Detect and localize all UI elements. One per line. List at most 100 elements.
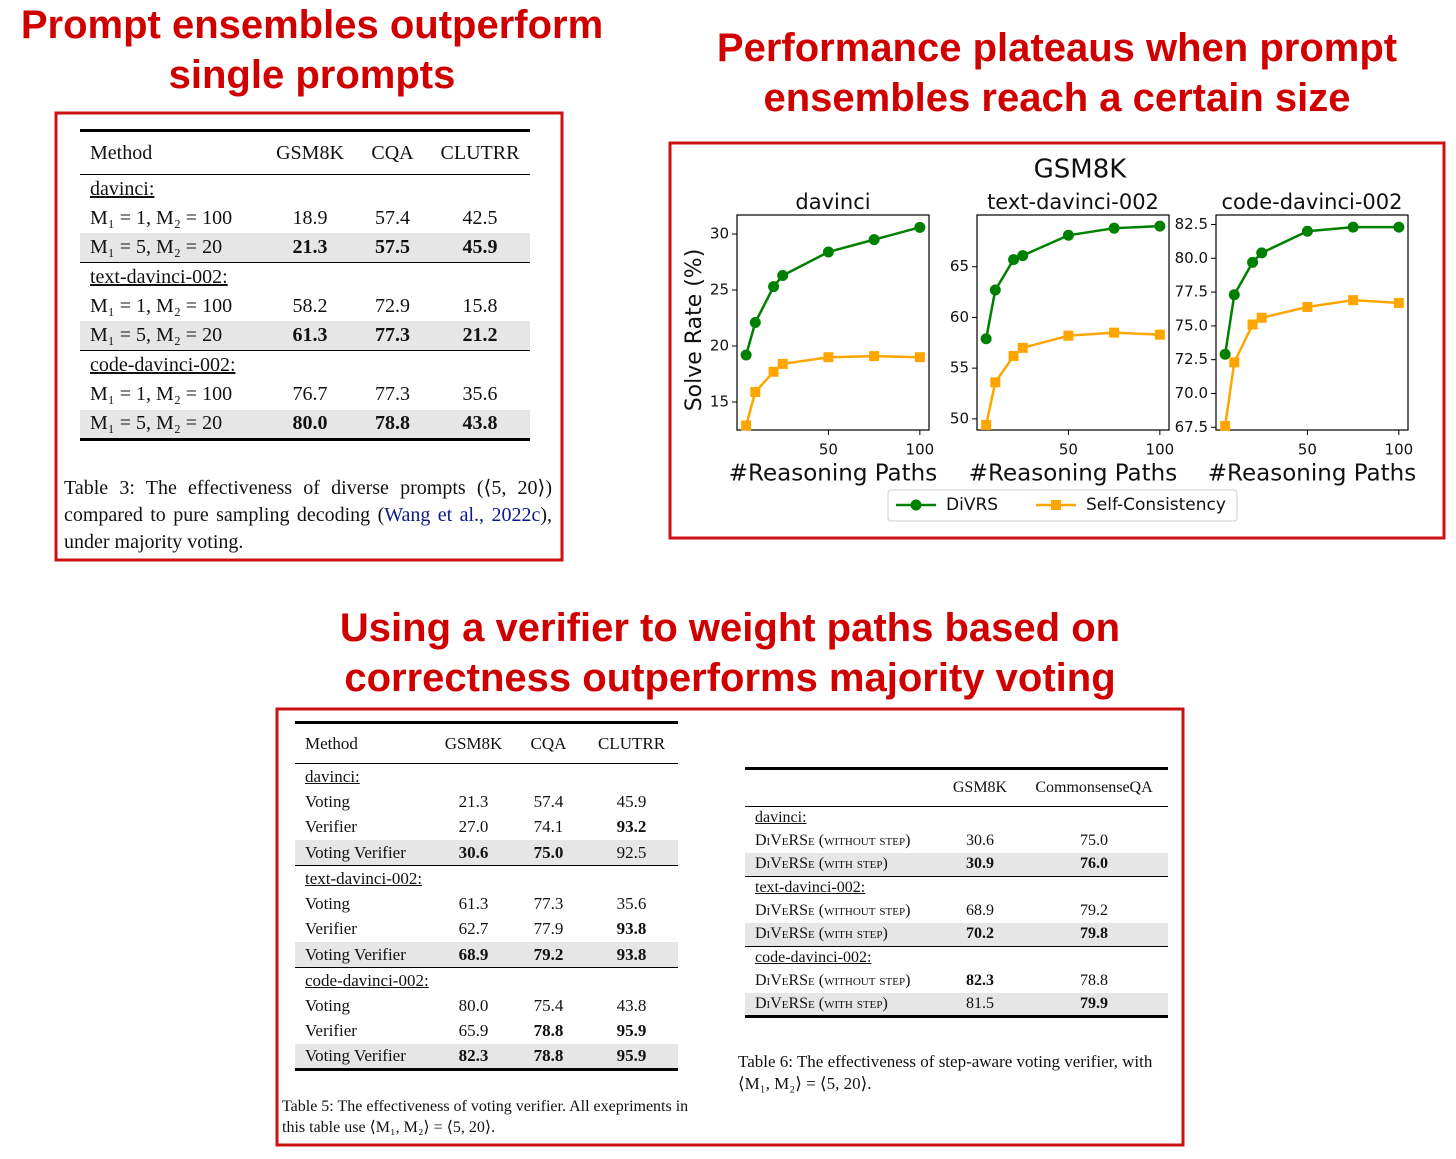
caption: Table 3: The effectiveness of diverse pr… bbox=[64, 475, 552, 556]
row: Voting Verifier 68.9 79.2 93.8 bbox=[295, 942, 678, 968]
method-cell: M₁ = 1, M₂ = 100 bbox=[90, 383, 233, 406]
group-cell: code-davinci-002: bbox=[80, 350, 530, 381]
caption-text: ), under majority voting. bbox=[64, 504, 552, 553]
method-cell: DiVeRSe (with step) bbox=[745, 853, 940, 877]
row: M₁ = 1, M₂ = 100 76.7 77.3 35.6 bbox=[80, 380, 530, 409]
x-axis-label: #Reasoning Paths bbox=[969, 461, 1177, 487]
value-cell: 79.8 bbox=[1020, 922, 1168, 947]
group-name: text-davinci-002: bbox=[305, 868, 423, 888]
method-cell: Voting bbox=[305, 893, 351, 913]
marker bbox=[750, 386, 761, 397]
marker bbox=[1017, 342, 1028, 353]
row: Verifier 62.7 77.9 93.8 bbox=[295, 917, 678, 943]
group-name: davinci: bbox=[755, 809, 807, 827]
value-cell: 77.9 bbox=[533, 919, 564, 939]
header-row: Method GSM8K CQA CLUTRR bbox=[295, 721, 678, 764]
marker bbox=[777, 358, 788, 369]
subplot-title: text-davinci-002 bbox=[987, 190, 1159, 214]
header-row: GSM8K CommonsenseQA bbox=[745, 767, 1168, 807]
table: Method GSM8K CQA CLUTRR davinci: M₁ = 1, M₂ =… bbox=[80, 129, 530, 441]
group-row: davinci: bbox=[745, 807, 1168, 830]
value-cell: 79.9 bbox=[1020, 992, 1168, 1018]
value-cell: 65.9 bbox=[458, 1021, 489, 1041]
group-name: davinci: bbox=[90, 177, 155, 200]
group-row: code-davinci-002: bbox=[295, 967, 678, 993]
header-cell: GSM8K bbox=[940, 767, 1020, 807]
caption-text: Table 3: The effectiveness of diverse pr… bbox=[64, 477, 552, 526]
x-tick-label: 100 bbox=[1146, 441, 1175, 459]
marker bbox=[1008, 350, 1019, 361]
header-cell: GSM8K bbox=[265, 129, 355, 175]
legend-marker bbox=[910, 499, 922, 511]
row: DiVeRSe (with step) 30.9 76.0 bbox=[745, 853, 1168, 877]
marker bbox=[1302, 301, 1313, 312]
marker bbox=[777, 269, 789, 281]
marker bbox=[1348, 295, 1359, 306]
y-tick-label: 82.5 bbox=[1175, 215, 1208, 233]
group-cell: code-davinci-002: bbox=[295, 967, 678, 993]
marker bbox=[1347, 221, 1359, 233]
value-cell: 75.4 bbox=[533, 995, 564, 1015]
value-cell: 80.0 bbox=[265, 409, 355, 441]
value-cell: 78.8 bbox=[512, 1044, 585, 1071]
group-name: text-davinci-002: bbox=[90, 266, 228, 289]
series-line bbox=[984, 331, 1160, 426]
y-tick-label: 60 bbox=[950, 308, 969, 326]
marker bbox=[768, 366, 779, 377]
group-row: text-davinci-002: bbox=[80, 262, 530, 293]
row: M₁ = 5, M₂ = 20 80.0 78.8 43.8 bbox=[80, 409, 530, 441]
value-cell: 45.9 bbox=[430, 233, 530, 263]
value-cell: 79.2 bbox=[1080, 902, 1108, 920]
header-row: Method GSM8K CQA CLUTRR bbox=[80, 129, 530, 175]
group-cell: davinci: bbox=[80, 175, 530, 204]
header-cell: CQA bbox=[512, 721, 585, 764]
method-cell: Voting bbox=[305, 995, 351, 1015]
row: DiVeRSe (without step) 30.6 75.0 bbox=[745, 830, 1168, 853]
method-cell: Verifier bbox=[305, 1021, 357, 1041]
marker bbox=[1109, 327, 1120, 338]
row: DiVeRSe (with step) 81.5 79.9 bbox=[745, 992, 1168, 1018]
value-cell: 93.8 bbox=[616, 919, 647, 939]
header-cell: CQA bbox=[355, 129, 430, 175]
header-cell bbox=[745, 767, 940, 807]
marker bbox=[1256, 312, 1267, 323]
value-cell: 21.3 bbox=[265, 233, 355, 263]
row: Verifier 65.9 78.8 95.9 bbox=[295, 1019, 678, 1045]
value-cell: 95.9 bbox=[616, 1021, 647, 1041]
marker bbox=[1256, 247, 1268, 259]
value-cell: 76.7 bbox=[292, 383, 328, 406]
marker bbox=[990, 377, 1001, 388]
value-cell: 92.5 bbox=[585, 840, 678, 866]
plot-area bbox=[1215, 214, 1409, 431]
marker bbox=[980, 333, 992, 345]
value-cell: 77.3 bbox=[375, 383, 410, 406]
value-cell: 76.0 bbox=[1020, 853, 1168, 877]
heading: Performance plateaus when prompt ensembl… bbox=[660, 23, 1454, 123]
marker bbox=[741, 420, 752, 431]
value-cell: 78.8 bbox=[355, 409, 430, 441]
row: DiVeRSe (with step) 70.2 79.8 bbox=[745, 922, 1168, 947]
group-name: code-davinci-002: bbox=[755, 949, 872, 967]
marker bbox=[1301, 225, 1313, 237]
method-cell: Voting bbox=[305, 791, 351, 811]
citation: Wang et al., 2022c bbox=[384, 504, 541, 526]
value-cell: 82.3 bbox=[435, 1044, 512, 1071]
row: Voting Verifier 30.6 75.0 92.5 bbox=[295, 840, 678, 866]
value-cell: 82.3 bbox=[966, 972, 994, 990]
group-row: code-davinci-002: bbox=[745, 945, 1168, 970]
row: M₁ = 1, M₂ = 100 18.9 57.4 42.5 bbox=[80, 204, 530, 233]
value-cell: 81.5 bbox=[940, 992, 1020, 1018]
group-cell: text-davinci-002: bbox=[295, 865, 678, 891]
value-cell: 27.0 bbox=[458, 817, 489, 837]
y-tick-label: 65 bbox=[950, 257, 969, 275]
series-line bbox=[744, 354, 920, 426]
value-cell: 78.8 bbox=[533, 1021, 564, 1041]
value-cell: 62.7 bbox=[458, 919, 489, 939]
group-cell: text-davinci-002: bbox=[80, 262, 530, 293]
value-cell: 68.9 bbox=[966, 902, 994, 920]
value-cell: 72.9 bbox=[375, 295, 410, 318]
caption: Table 5: The effectiveness of voting ver… bbox=[282, 1096, 702, 1138]
group-row: code-davinci-002: bbox=[80, 350, 530, 381]
group-cell: text-davinci-002: bbox=[745, 875, 1168, 900]
